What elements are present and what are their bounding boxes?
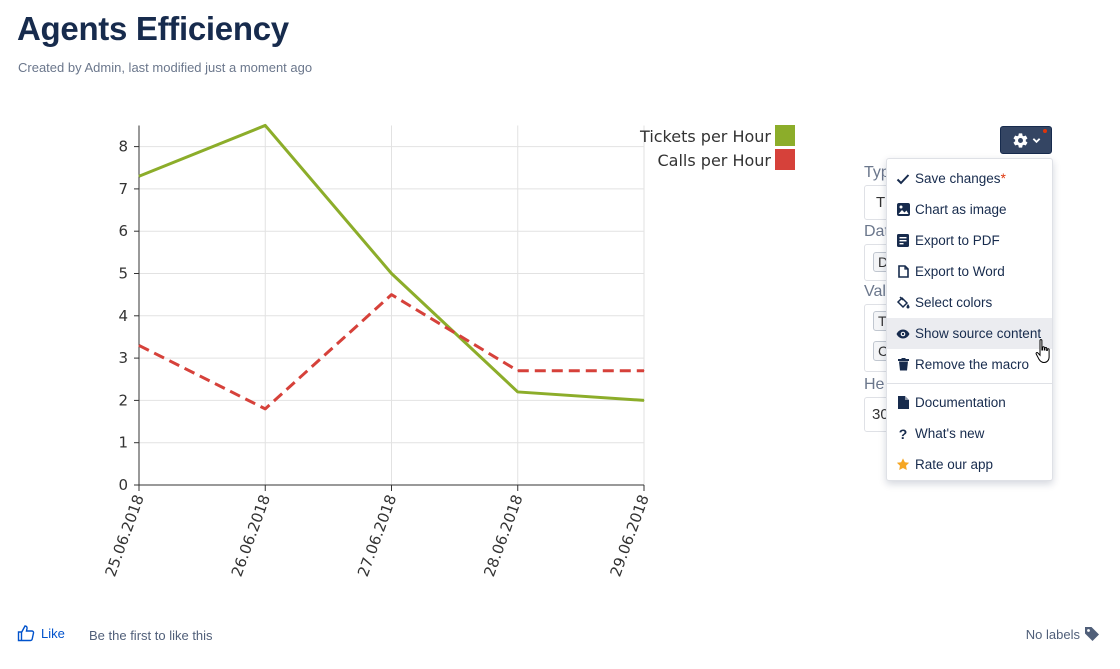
y-tick-label: 3 xyxy=(118,349,128,367)
page-title: Agents Efficiency xyxy=(17,10,289,47)
data-point xyxy=(138,344,140,346)
word-icon xyxy=(896,265,910,279)
menu-item-documentation[interactable]: Documentation xyxy=(887,387,1052,418)
values-label: Val xyxy=(864,283,886,300)
y-tick-label: 1 xyxy=(118,434,128,452)
unsaved-indicator xyxy=(1043,129,1047,133)
page-byline: Created by Admin, last modified just a m… xyxy=(18,60,313,75)
legend-swatch[interactable] xyxy=(775,125,795,146)
x-tick-label: 28.06.2018 xyxy=(480,492,526,579)
data-point xyxy=(264,124,266,126)
line-chart: 0 1 2 3 4 5 6 7 8 25.06.2018 26.06.2018 27.06.2018 2… xyxy=(101,123,795,579)
menu-item-chart-as-image[interactable]: Chart as image xyxy=(887,194,1052,225)
thumbs-up-icon xyxy=(17,625,35,642)
gear-icon xyxy=(1013,132,1027,148)
x-tick-label: 26.06.2018 xyxy=(228,492,274,579)
y-tick-label: 0 xyxy=(118,476,128,494)
height-label: He xyxy=(864,376,885,393)
pdf-icon xyxy=(896,234,910,248)
like-button[interactable]: Like xyxy=(17,624,65,642)
legend-label: Calls per Hour xyxy=(658,151,772,170)
y-tick-label: 7 xyxy=(118,180,128,198)
y-tick-label: 6 xyxy=(118,222,128,240)
image-icon xyxy=(896,203,910,217)
menu-item-rate-our-app[interactable]: Rate our app xyxy=(887,449,1052,480)
legend-swatch[interactable] xyxy=(775,149,795,170)
legend-label: Tickets per Hour xyxy=(639,127,771,146)
x-tick-label: 27.06.2018 xyxy=(354,492,400,579)
check-icon xyxy=(896,172,910,186)
star-icon xyxy=(896,458,910,472)
data-label: Dat xyxy=(864,223,889,240)
data-point xyxy=(643,370,645,372)
labels-status: No labels xyxy=(1025,627,1080,642)
menu-item-save-changes[interactable]: Save changes * xyxy=(887,163,1052,194)
data-point xyxy=(517,370,519,372)
question-icon: ? xyxy=(898,425,908,442)
settings-dropdown-menu: Save changes * Chart as image Export to P… xyxy=(886,158,1053,481)
y-tick-label: 2 xyxy=(118,391,128,409)
data-point xyxy=(264,408,266,410)
y-tick-label: 8 xyxy=(118,138,128,156)
data-point xyxy=(391,273,392,274)
menu-item-export-pdf[interactable]: Export to PDF xyxy=(887,225,1052,256)
menu-item-show-source-content[interactable]: Show source content xyxy=(887,318,1052,349)
menu-item-whats-new[interactable]: ? What's new xyxy=(887,418,1052,449)
chevron-down-icon xyxy=(1032,137,1040,143)
tag-icon[interactable] xyxy=(1084,626,1100,642)
eye-icon xyxy=(896,327,910,341)
x-tick-label: 29.06.2018 xyxy=(606,492,652,579)
menu-item-select-colors[interactable]: Select colors xyxy=(887,287,1052,318)
like-summary: Be the first to like this xyxy=(89,628,213,643)
chart-type-label: Typ xyxy=(864,164,890,181)
menu-item-remove-macro[interactable]: Remove the macro xyxy=(887,349,1052,380)
x-tick-label: 25.06.2018 xyxy=(101,492,147,579)
trash-icon xyxy=(896,358,910,372)
settings-dropdown-button[interactable] xyxy=(1000,126,1052,154)
data-point xyxy=(138,175,140,177)
document-icon xyxy=(896,396,910,410)
data-point xyxy=(517,391,519,393)
y-tick-label: 5 xyxy=(118,265,128,283)
y-tick-label: 4 xyxy=(118,307,128,325)
menu-item-export-word[interactable]: Export to Word xyxy=(887,256,1052,287)
hand-cursor-icon xyxy=(1035,339,1050,363)
data-point xyxy=(643,399,645,401)
paint-bucket-icon xyxy=(896,296,910,310)
menu-separator xyxy=(887,383,1052,384)
data-point xyxy=(391,294,392,296)
